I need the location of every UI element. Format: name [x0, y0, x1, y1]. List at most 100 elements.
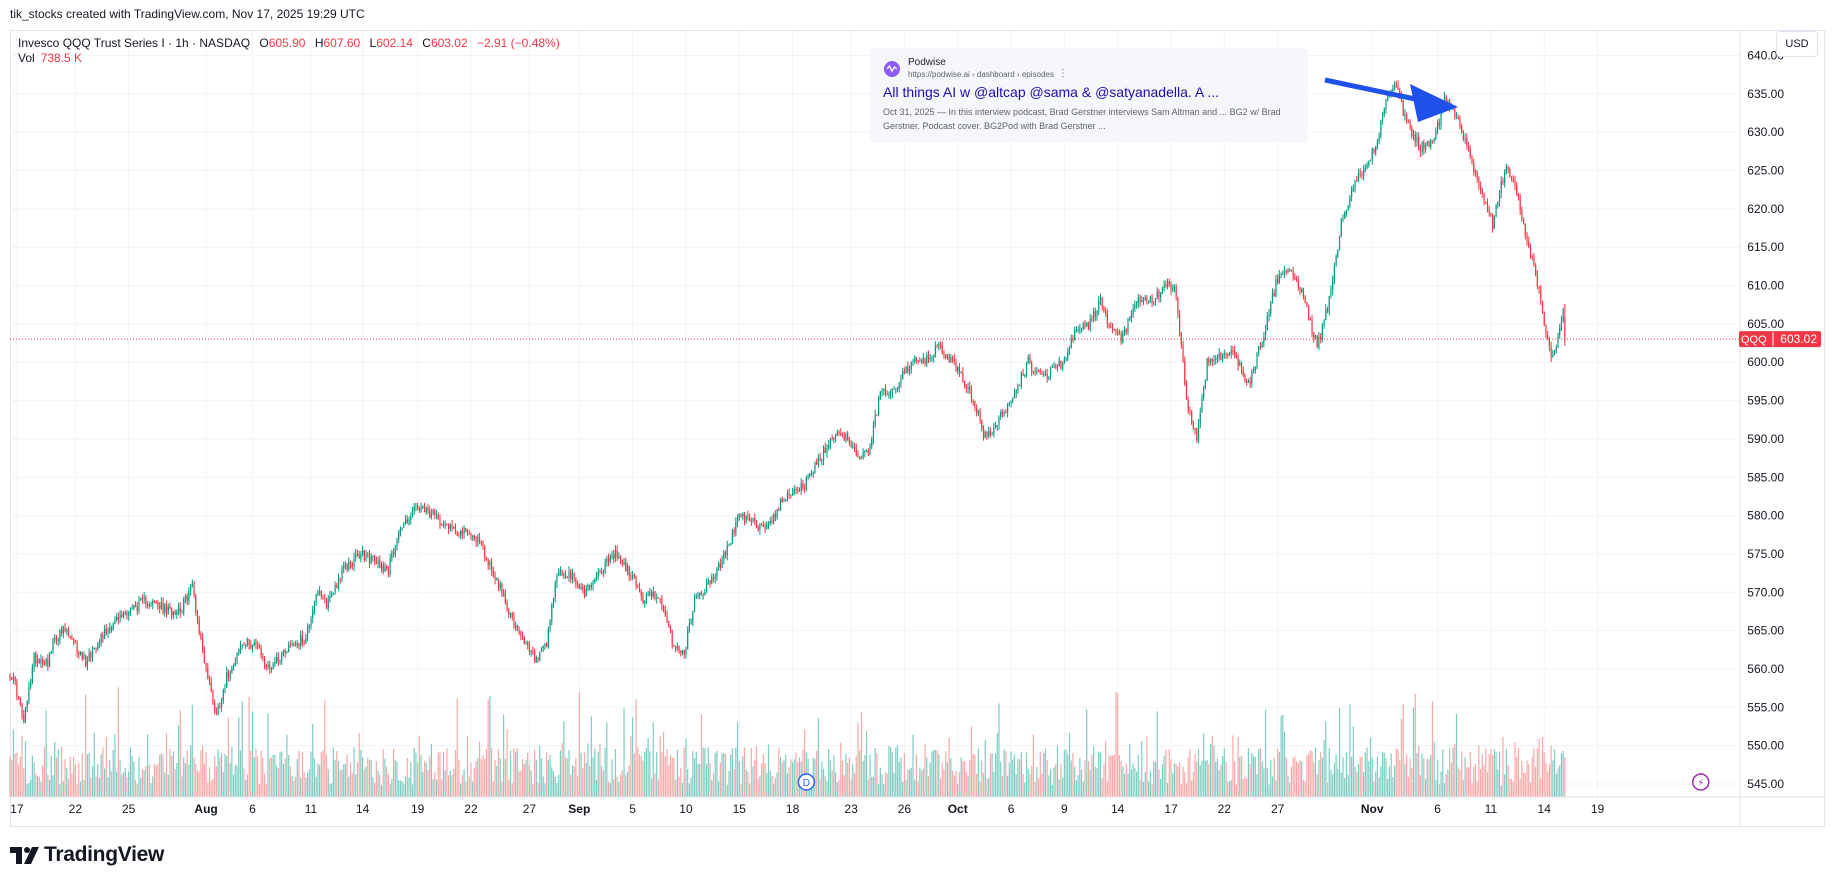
volume-bar [1321, 757, 1323, 797]
candle-body [700, 592, 703, 596]
volume-bar [1419, 775, 1422, 797]
volume-bar [1122, 766, 1124, 797]
volume-bar [260, 750, 262, 797]
volume-bar [466, 735, 469, 797]
candle-body [9, 675, 11, 679]
candle-body [1313, 332, 1315, 339]
volume-bar [399, 780, 402, 797]
candle-body [234, 661, 236, 666]
volume-bar [673, 757, 675, 797]
candle-body [800, 483, 802, 491]
volume-bar [1232, 735, 1234, 797]
volume-bar [778, 747, 780, 797]
volume-bar [638, 754, 641, 797]
candle-body [1240, 362, 1243, 370]
candle-body [927, 355, 930, 360]
volume-bar [1387, 779, 1389, 797]
candle-body [1153, 301, 1155, 303]
x-tick-label: 15 [733, 802, 747, 816]
candle-body [23, 714, 25, 723]
volume-bar [1158, 769, 1160, 797]
high-label: H [314, 36, 324, 50]
candle-body [1393, 83, 1396, 89]
volume-bar [131, 755, 133, 797]
candle-body [566, 576, 568, 579]
currency-button[interactable]: USD [1776, 31, 1818, 57]
candle-body [1294, 276, 1296, 280]
candle-body [489, 562, 491, 566]
x-tick-label: 11 [305, 802, 318, 816]
volume-bar [389, 783, 391, 797]
volume-bar [458, 760, 460, 797]
volume-bar [472, 781, 474, 797]
volume-value: 738.5 K [40, 51, 83, 65]
volume-bar [251, 711, 254, 797]
volume-bar [478, 741, 481, 797]
candle-body [183, 598, 185, 612]
candle-body [1478, 178, 1480, 186]
candle-body [427, 507, 429, 512]
volume-bar [989, 754, 992, 797]
price-label-value: 603.02 [1780, 332, 1817, 346]
volume-bar [1049, 768, 1052, 797]
candle-body [1277, 279, 1279, 283]
candle-body [592, 582, 594, 586]
candle-body [1185, 384, 1188, 400]
volume-bar [289, 766, 291, 797]
volume-bar [146, 734, 149, 797]
symbol-title[interactable]: Invesco QQQ Trust Series I · 1h · NASDAQ [18, 36, 251, 50]
candle-body [950, 357, 952, 363]
volume-bar [852, 763, 854, 797]
volume-bar [21, 735, 23, 797]
candle-body [840, 433, 842, 436]
volume-bar [28, 782, 30, 797]
result-link[interactable]: All things AI w @altcap @sama & @satyana… [883, 84, 1220, 100]
x-tick-label: 27 [1271, 802, 1285, 816]
volume-bar [1492, 754, 1494, 797]
volume-bar [724, 753, 727, 797]
candle-body [12, 676, 15, 680]
volume-bar [184, 763, 187, 797]
candle-body [890, 392, 892, 395]
volume-bar [9, 756, 11, 797]
volume-bar [203, 763, 205, 797]
volume-bar [1517, 747, 1520, 797]
volume-bar [642, 760, 644, 797]
candle-body [177, 607, 180, 612]
candle-body [614, 550, 617, 559]
volume-bar [1461, 751, 1463, 797]
volume-bar [695, 751, 697, 797]
volume-label[interactable]: Vol [18, 51, 35, 65]
candle-body [119, 614, 121, 620]
candle-body [1302, 288, 1305, 297]
volume-bar [1204, 760, 1207, 797]
candle-body [1203, 386, 1205, 398]
candle-body [1528, 241, 1530, 247]
volume-bar [919, 767, 921, 797]
candle-body [1557, 335, 1559, 348]
volume-bar [884, 772, 887, 797]
volume-bar [250, 750, 252, 797]
candle-body [544, 643, 546, 647]
volume-bar [535, 759, 537, 797]
candle-body [616, 550, 618, 559]
y-tick-label: 635.00 [1747, 87, 1784, 101]
tradingview-branding: TradingView [10, 843, 164, 867]
volume-bar [234, 764, 236, 797]
candle-body [1137, 297, 1139, 304]
volume-bar [757, 779, 759, 797]
volume-bar [236, 765, 238, 797]
candle-body [903, 371, 906, 373]
candle-body [695, 596, 697, 599]
volume-bar [272, 754, 274, 797]
volume-bar [597, 751, 599, 797]
candle-body [1320, 336, 1322, 339]
volume-bar [107, 776, 109, 797]
candle-body [1538, 286, 1540, 289]
candle-body [633, 575, 635, 577]
candle-body [463, 528, 465, 535]
candle-body [102, 634, 104, 639]
volume-bar [743, 747, 746, 797]
candle-body [494, 576, 496, 580]
